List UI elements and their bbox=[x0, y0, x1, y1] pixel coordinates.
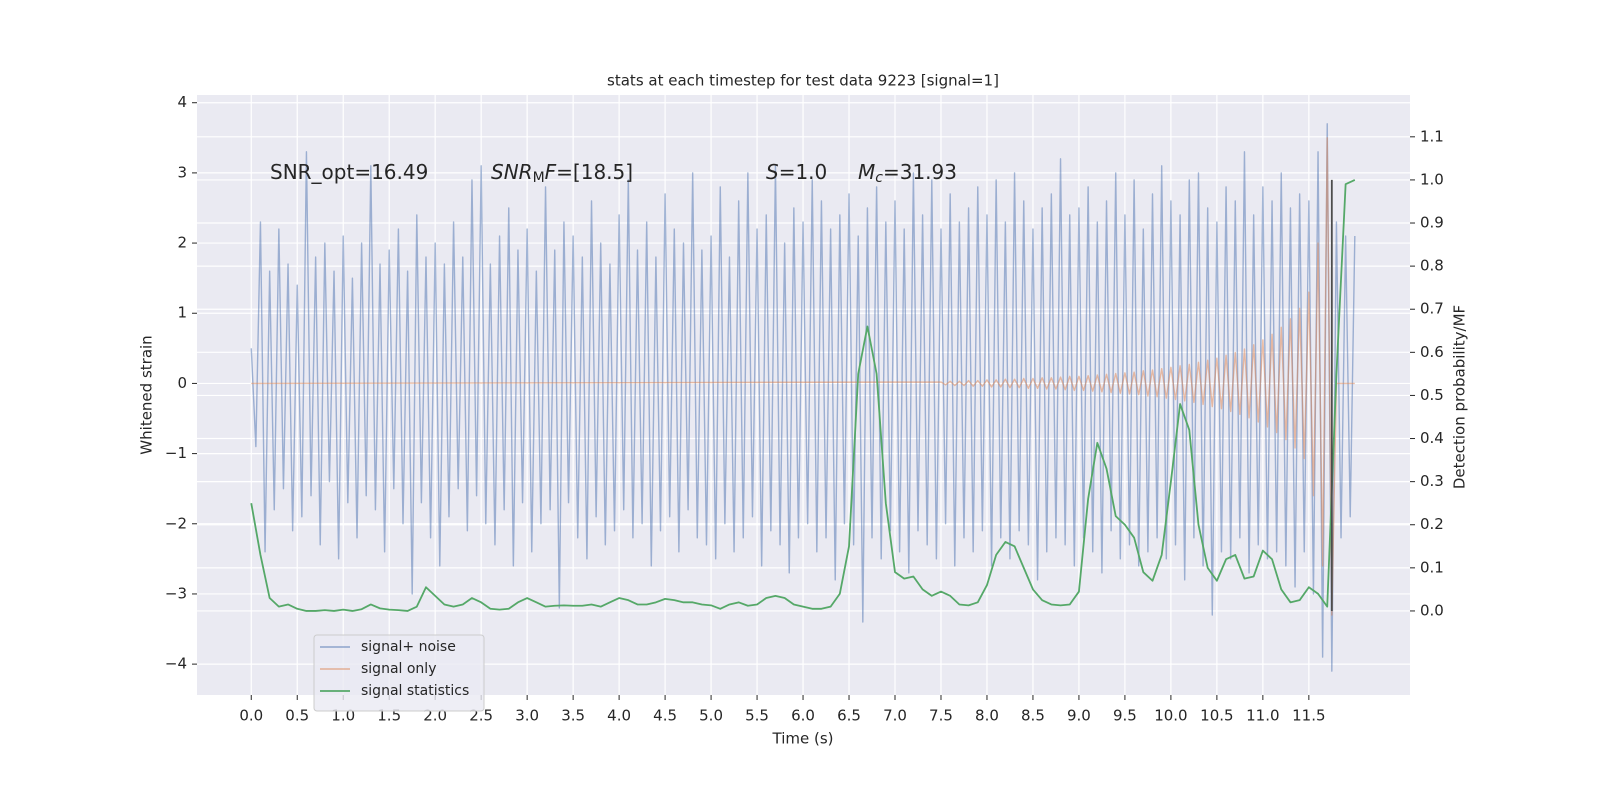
legend-label: signal statistics bbox=[361, 683, 469, 699]
annotation-part: =[18.5] bbox=[556, 160, 633, 184]
y-tick-label: −4 bbox=[165, 655, 187, 673]
annotation-part: S bbox=[766, 160, 779, 184]
x-tick-label: 10.0 bbox=[1154, 707, 1187, 725]
y2-tick-label: 0.0 bbox=[1420, 601, 1444, 619]
x-tick-label: 5.5 bbox=[745, 707, 769, 725]
annotation: S=1.0 bbox=[766, 160, 827, 184]
x-tick-label: 11.5 bbox=[1292, 707, 1325, 725]
y-tick-label: 3 bbox=[177, 163, 187, 181]
x-tick-label: 4.5 bbox=[653, 707, 677, 725]
annotation-part: c bbox=[875, 170, 883, 186]
x-tick-label: 9.5 bbox=[1113, 707, 1137, 725]
y2-tick-label: 1.1 bbox=[1420, 127, 1444, 145]
x-tick-label: 6.0 bbox=[791, 707, 815, 725]
annotation-part: SNR bbox=[491, 160, 533, 184]
series-line bbox=[250, 179, 1356, 612]
y-tick-label: −3 bbox=[165, 584, 187, 602]
y-tick-label: −2 bbox=[165, 514, 187, 532]
x-tick-label: 9.0 bbox=[1067, 707, 1091, 725]
y-tick-label: 4 bbox=[177, 93, 187, 111]
annotation: SNRMF=[18.5] bbox=[491, 160, 633, 187]
x-tick-label: 3.0 bbox=[515, 707, 539, 725]
y-tick-label: −1 bbox=[165, 444, 187, 462]
annotation-part: =1.0 bbox=[779, 160, 828, 184]
y2-tick-label: 0.4 bbox=[1420, 429, 1444, 447]
chart-title: stats at each timestep for test data 922… bbox=[607, 72, 999, 90]
y-tick-label: 1 bbox=[177, 304, 187, 322]
y2-tick-label: 0.6 bbox=[1420, 343, 1444, 361]
x-tick-label: 0.5 bbox=[285, 707, 309, 725]
series-line bbox=[250, 123, 1356, 672]
x-tick-label: 8.5 bbox=[1021, 707, 1045, 725]
annotation-part: M bbox=[533, 170, 545, 186]
y2-tick-label: 0.2 bbox=[1420, 515, 1444, 533]
y2-tick-label: 0.8 bbox=[1420, 257, 1444, 275]
y2-tick-label: 0.1 bbox=[1420, 558, 1444, 576]
legend-label: signal only bbox=[361, 661, 436, 677]
y2-axis-label: Detection probability/MF bbox=[1451, 305, 1469, 489]
legend-box bbox=[313, 634, 485, 712]
y-axis-label: Whitened strain bbox=[138, 335, 156, 454]
x-tick-label: 0.0 bbox=[239, 707, 263, 725]
x-tick-label: 8.0 bbox=[975, 707, 999, 725]
x-tick-label: 4.0 bbox=[607, 707, 631, 725]
x-tick-label: 3.5 bbox=[561, 707, 585, 725]
y2-tick-label: 1.0 bbox=[1420, 170, 1444, 188]
y2-tick-label: 0.7 bbox=[1420, 300, 1444, 318]
x-tick-label: 7.5 bbox=[929, 707, 953, 725]
y-tick-label: 2 bbox=[177, 234, 187, 252]
legend-label: signal+ noise bbox=[361, 639, 456, 655]
y2-tick-label: 0.9 bbox=[1420, 214, 1444, 232]
series-line bbox=[251, 137, 1355, 616]
y-tick-label: 0 bbox=[177, 374, 187, 392]
annotation: Mc=31.93 bbox=[858, 160, 957, 187]
y2-tick-label: 0.3 bbox=[1420, 472, 1444, 490]
annotation: SNR_opt=16.49 bbox=[270, 160, 428, 184]
x-tick-label: 11.0 bbox=[1246, 707, 1279, 725]
annotation-part: =31.93 bbox=[883, 160, 957, 184]
annotation-part: M bbox=[858, 160, 875, 184]
x-axis-label: Time (s) bbox=[772, 730, 834, 748]
x-tick-label: 10.5 bbox=[1200, 707, 1233, 725]
annotation-part: SNR_opt=16.49 bbox=[270, 160, 428, 184]
y2-tick-label: 0.5 bbox=[1420, 386, 1444, 404]
x-tick-label: 6.5 bbox=[837, 707, 861, 725]
annotation-part: F bbox=[545, 160, 557, 184]
x-tick-label: 7.0 bbox=[883, 707, 907, 725]
x-tick-label: 5.0 bbox=[699, 707, 723, 725]
